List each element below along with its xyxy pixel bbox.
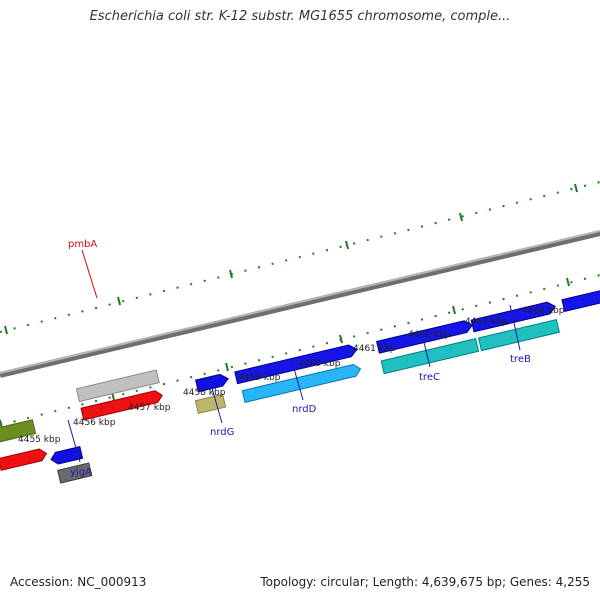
gene-treC-teal[interactable] — [380, 338, 480, 375]
gene-treB-teal[interactable] — [477, 318, 560, 352]
kbp-label: 4460 kbp — [298, 359, 341, 369]
accession-text: Accession: NC_000913 — [10, 575, 147, 589]
kbp-label: 4459 kbp — [238, 373, 281, 383]
gene-label-treB[interactable]: treB — [510, 354, 531, 365]
gene-label-pmbA[interactable]: pmbA — [68, 239, 97, 250]
chromosome-backbone — [0, 230, 600, 378]
gene-yjgA-gray[interactable] — [57, 462, 93, 484]
gene-right-blue[interactable] — [561, 283, 600, 313]
gene-yjgA-blue[interactable] — [50, 445, 84, 466]
upper-tick-track — [0, 181, 600, 333]
pmbA-leader — [81, 249, 98, 299]
gene-nrdD-blue[interactable] — [234, 343, 358, 385]
kbp-label: 4464 kbp — [522, 306, 565, 316]
kbp-label: 4456 kbp — [73, 418, 116, 428]
gene-pmbA-red[interactable] — [80, 389, 164, 421]
gene-treC-blue[interactable] — [375, 319, 474, 354]
gene-nrdG-blue[interactable] — [195, 373, 230, 393]
kbp-label: 4455 kbp — [18, 435, 61, 445]
kbp-label: 4462 kbp — [408, 330, 451, 340]
gene-label-yjgA[interactable]: yjgA — [70, 467, 92, 478]
page-title: Escherichia coli str. K-12 substr. MG165… — [89, 9, 511, 24]
gene-olive-partial[interactable] — [0, 419, 37, 444]
kbp-label: 4461 kbp — [353, 344, 396, 354]
treC-leader — [420, 329, 431, 368]
gene-label-nrdD[interactable]: nrdD — [292, 404, 317, 415]
yjgA-leader — [67, 419, 81, 463]
gene-label-nrdG[interactable]: nrdG — [210, 427, 234, 438]
nrdD-leader — [290, 357, 304, 401]
kbp-label: 4457 kbp — [128, 403, 171, 413]
upper-major-ticks — [4, 183, 578, 335]
lower-tick-track — [0, 274, 600, 426]
genome-summary-text: Topology: circular; Length: 4,639,675 bp… — [260, 575, 590, 589]
kbp-label: 4458 kbp — [183, 388, 226, 398]
gene-nrdD-cyan[interactable] — [241, 363, 362, 403]
gene-treB-blue[interactable] — [470, 301, 557, 333]
treB-leader — [509, 304, 521, 351]
nrdG-leader — [208, 377, 223, 424]
gene-pmbA-gray[interactable] — [75, 369, 160, 403]
lower-major-ticks — [0, 277, 570, 429]
gene-label-treC[interactable]: treC — [419, 372, 440, 383]
gene-red-partial[interactable] — [0, 448, 48, 471]
kbp-label: 4463 kbp — [465, 317, 508, 327]
